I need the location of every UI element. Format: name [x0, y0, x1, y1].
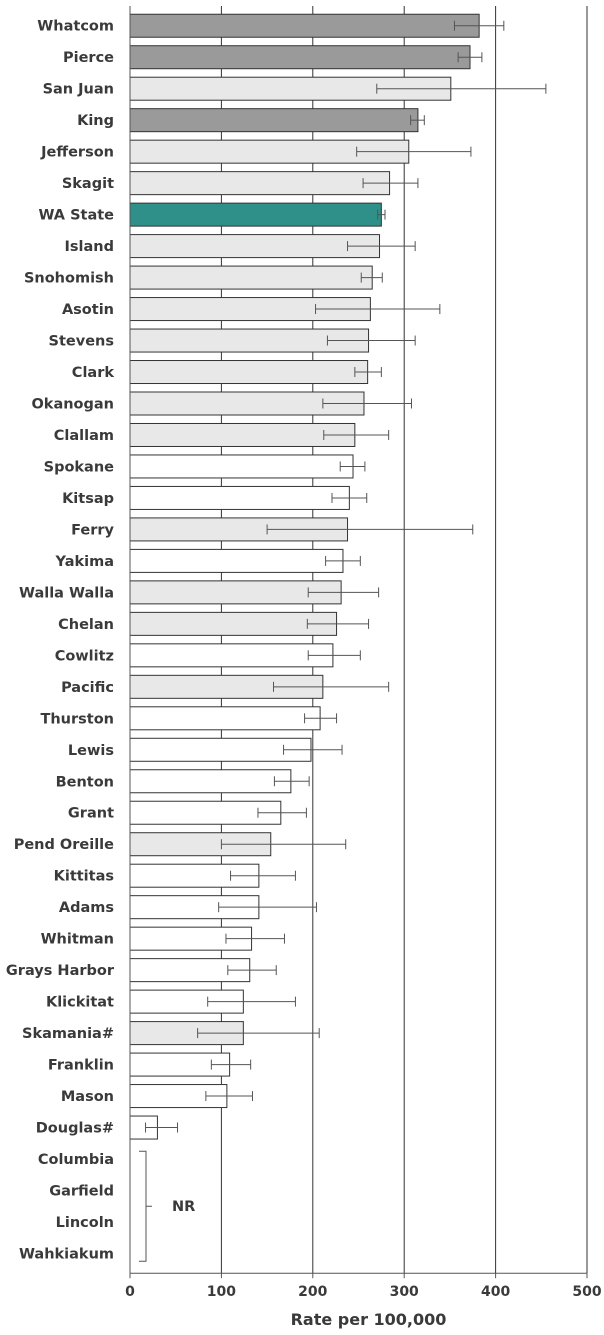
bar [129, 360, 369, 385]
bar [129, 548, 344, 573]
bar [129, 454, 354, 479]
category-label: Whitman [41, 932, 114, 948]
x-tick-label: 500 [572, 1284, 601, 1300]
bar [129, 485, 350, 510]
nr-annotation: NR [172, 1199, 195, 1215]
x-tick-label: 400 [481, 1284, 510, 1300]
category-label: Cowlitz [55, 648, 114, 664]
category-label: Pierce [63, 50, 114, 66]
category-label: Pacific [61, 680, 114, 696]
category-label: Jefferson [40, 145, 114, 161]
category-label: Lewis [68, 743, 114, 759]
category-label: Walla Walla [19, 585, 114, 601]
category-label: Skagit [62, 176, 114, 192]
bar [129, 769, 292, 794]
x-tick-label: 100 [207, 1284, 236, 1300]
category-label: Chelan [58, 617, 114, 633]
bar [129, 265, 373, 290]
category-label: Thurston [40, 711, 114, 727]
gridlines [220, 6, 588, 1274]
category-label: Okanogan [31, 397, 114, 413]
bar [129, 422, 356, 447]
bar [129, 706, 321, 731]
category-label: Snohomish [24, 271, 114, 287]
x-tick-label: 200 [298, 1284, 327, 1300]
bar [129, 13, 480, 38]
category-label: Skamania# [22, 1026, 114, 1042]
bar [129, 45, 471, 70]
category-label: Stevens [49, 334, 114, 350]
x-axis: 0 100 200 300 400 500 [125, 6, 602, 1300]
category-label: Kitsap [62, 491, 114, 507]
category-label: King [77, 113, 114, 129]
category-label: Yakima [55, 554, 114, 570]
category-label: Columbia [38, 1152, 114, 1168]
category-label: Grant [68, 806, 114, 822]
x-tick-label: 0 [125, 1284, 135, 1300]
bars [129, 13, 547, 1140]
bar [129, 234, 381, 259]
category-labels: Whatcom Pierce San Juan King Jefferson Skagit… [6, 19, 115, 1263]
category-label: Benton [56, 774, 114, 790]
bar [129, 108, 419, 133]
x-axis-title: Rate per 100,000 [291, 1310, 447, 1329]
category-label: Clark [72, 365, 115, 381]
category-label: San Juan [43, 82, 114, 98]
category-label: Douglas# [36, 1121, 114, 1137]
category-label: Kittitas [54, 869, 114, 885]
category-label: Whatcom [37, 19, 114, 35]
category-label: Ferry [71, 522, 114, 538]
bar [129, 202, 382, 227]
category-label: Clallam [54, 428, 114, 444]
category-label: Garfield [49, 1184, 114, 1200]
bar [129, 643, 334, 668]
bar [129, 611, 338, 636]
category-label: Grays Harbor [6, 963, 115, 979]
category-label: Mason [61, 1089, 114, 1105]
category-label: Asotin [62, 302, 114, 318]
category-label: Island [65, 239, 114, 255]
nr-bracket: NR [139, 1150, 195, 1262]
category-label: Spokane [44, 459, 115, 475]
bar [129, 171, 391, 196]
nr-brace [139, 1150, 152, 1262]
category-label: Franklin [48, 1058, 114, 1074]
x-tick-label: 300 [390, 1284, 419, 1300]
category-label: Klickitat [46, 995, 114, 1011]
category-label: WA State [38, 208, 114, 224]
category-label: Lincoln [56, 1215, 114, 1231]
category-label: Pend Oreille [14, 837, 114, 853]
category-label: Adams [59, 900, 114, 916]
category-label: Wahkiakum [19, 1246, 114, 1262]
